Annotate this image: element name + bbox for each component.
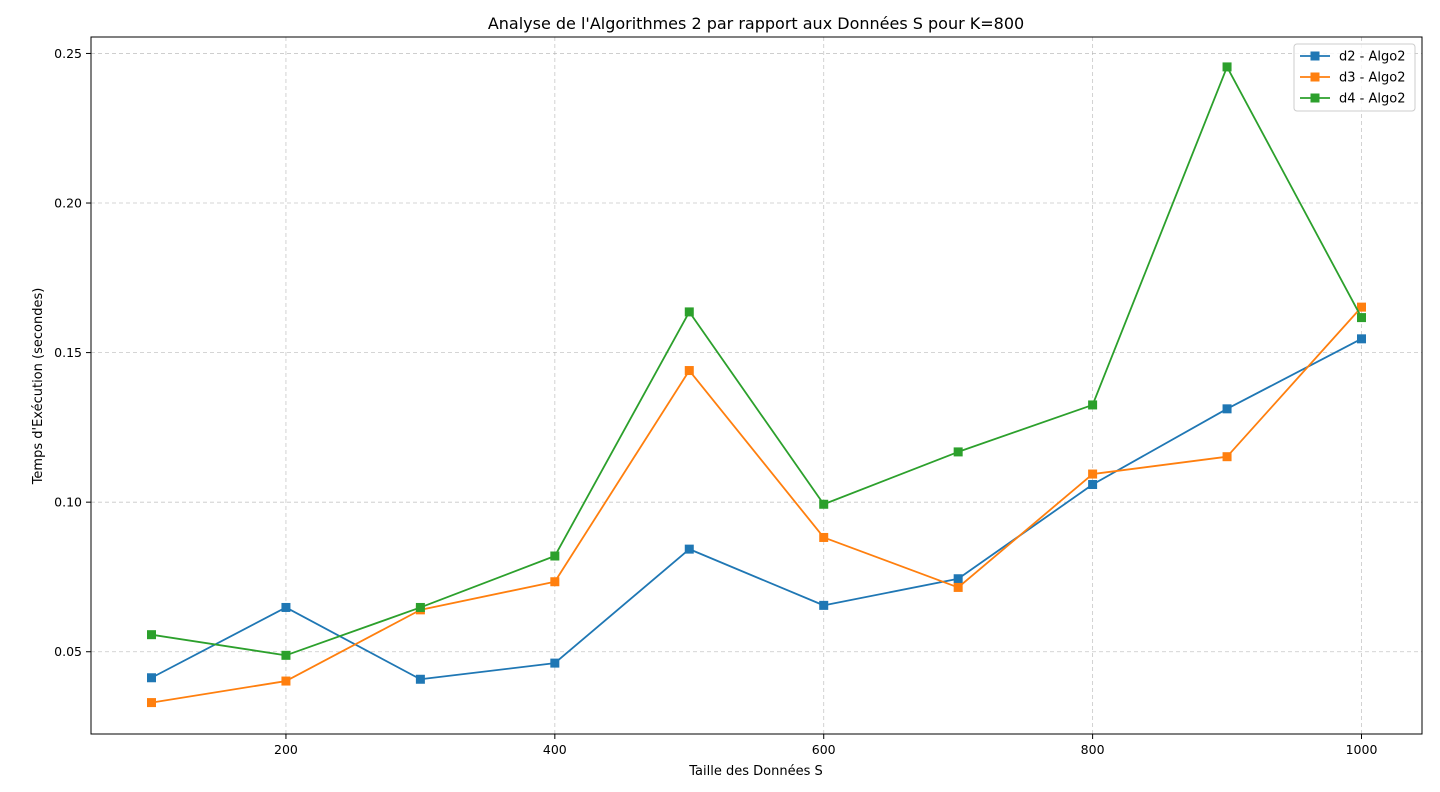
- data-point-marker: [1222, 404, 1232, 414]
- series-d2: [147, 334, 1366, 684]
- legend-label: d4 - Algo2: [1339, 92, 1405, 107]
- legend: d2 - Algo2 d3 - Algo2 d4 - Algo2: [1293, 43, 1416, 112]
- data-point-marker: [684, 544, 694, 554]
- data-point-marker: [1088, 469, 1098, 479]
- data-point-marker: [281, 650, 291, 660]
- data-point-marker: [1222, 62, 1232, 72]
- data-point-marker: [953, 574, 963, 584]
- chart-title: Analyse de l'Algorithmes 2 par rapport a…: [488, 14, 1024, 33]
- series-line: [151, 66, 1363, 657]
- data-point-marker: [1357, 302, 1366, 312]
- data-point-marker: [1088, 400, 1098, 410]
- data-point-marker: [1088, 480, 1098, 490]
- data-point-marker: [1222, 452, 1232, 462]
- legend-item: d4 - Algo2: [1300, 92, 1405, 107]
- data-point-marker: [953, 582, 963, 592]
- data-point-marker: [147, 698, 156, 708]
- grid-lines: [91, 37, 1422, 734]
- x-tick-label: 600: [812, 742, 836, 757]
- data-point-marker: [550, 658, 560, 668]
- y-tick-label: 0.10: [54, 495, 82, 510]
- x-tick-label: 400: [543, 742, 567, 757]
- data-point-marker: [281, 676, 291, 686]
- plot-frame: [90, 36, 1423, 735]
- y-tick-label: 0.25: [54, 46, 82, 61]
- y-tick-label: 0.15: [54, 345, 82, 360]
- y-axis-label: Temps d'Exécution (secondes): [31, 288, 46, 486]
- legend-marker: [1310, 51, 1320, 61]
- legend-label: d2 - Algo2: [1339, 50, 1405, 65]
- x-axis-label: Taille des Données S: [688, 764, 822, 779]
- legend-item: d3 - Algo2: [1300, 71, 1405, 86]
- data-point-marker: [819, 532, 829, 542]
- data-point-marker: [684, 366, 694, 376]
- x-tick-label: 800: [1081, 742, 1105, 757]
- legend-item: d2 - Algo2: [1300, 50, 1405, 65]
- data-point-marker: [147, 630, 156, 640]
- x-tick-label: 1000: [1346, 742, 1378, 757]
- x-axis: 200 400 600 800 1000: [274, 734, 1377, 757]
- data-point-marker: [415, 602, 425, 612]
- y-axis: 0.05 0.10 0.15 0.20 0.25: [54, 46, 91, 659]
- legend-box: [1293, 43, 1416, 112]
- data-point-marker: [1357, 313, 1366, 323]
- data-point-marker: [953, 447, 963, 457]
- data-point-marker: [819, 600, 829, 610]
- data-point-marker: [684, 307, 694, 317]
- legend-marker: [1310, 72, 1320, 82]
- data-point-marker: [415, 674, 425, 684]
- series-d3: [147, 302, 1366, 708]
- y-tick-label: 0.20: [54, 196, 82, 211]
- y-tick-label: 0.05: [54, 644, 82, 659]
- series-layer: [147, 62, 1366, 708]
- series-line: [151, 306, 1363, 704]
- data-point-marker: [1357, 334, 1366, 344]
- data-point-marker: [147, 673, 156, 683]
- data-point-marker: [550, 577, 560, 587]
- data-point-marker: [819, 499, 829, 509]
- legend-label: d3 - Algo2: [1339, 71, 1405, 86]
- data-point-marker: [550, 551, 560, 561]
- legend-marker: [1310, 93, 1320, 103]
- series-d4: [147, 62, 1366, 660]
- series-line: [151, 338, 1362, 681]
- data-point-marker: [281, 602, 291, 612]
- x-tick-label: 200: [274, 742, 298, 757]
